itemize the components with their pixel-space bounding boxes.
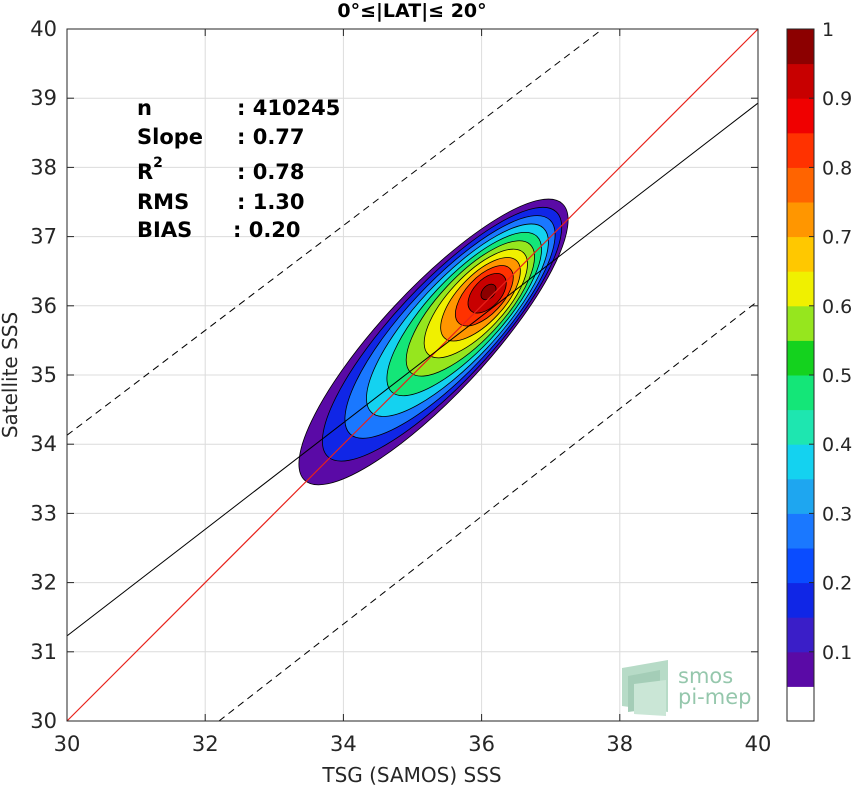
colorbar-segment xyxy=(787,305,814,341)
colorbar-segment xyxy=(787,478,814,514)
x-tick-label: 40 xyxy=(745,732,772,756)
x-tick-label: 32 xyxy=(192,732,219,756)
stat-n-label: n xyxy=(137,96,152,120)
colorbar-tick-label: 0.2 xyxy=(822,573,852,595)
stat-r2-label: R2 xyxy=(137,155,163,184)
y-tick-label: 34 xyxy=(30,432,57,456)
upper-bound-line xyxy=(66,28,603,436)
colorbar-segment xyxy=(787,271,814,307)
lower-bound-line xyxy=(218,300,759,722)
regression-line xyxy=(66,102,759,637)
y-tick-label: 36 xyxy=(30,294,57,318)
y-tick-label: 38 xyxy=(30,155,57,179)
smos-pimep-logo: smos pi-mep xyxy=(622,660,751,716)
y-tick-label: 39 xyxy=(30,86,57,110)
stat-n-value: : 410245 xyxy=(237,96,340,120)
colorbar-tick-label: 0.6 xyxy=(822,296,852,318)
stat-slope-value: : 0.77 xyxy=(237,125,305,149)
stat-bias-label: BIAS xyxy=(137,218,192,242)
colorbar-segment xyxy=(787,617,814,653)
stats-annotation: n : 410245 Slope : 0.77 R2 : 0.78 RMS : … xyxy=(137,96,340,242)
y-tick-label: 32 xyxy=(30,571,57,595)
density-contours xyxy=(298,198,569,486)
colorbar-segment xyxy=(787,132,814,168)
colorbar-tick-label: 0.4 xyxy=(822,434,852,456)
reference-lines xyxy=(66,28,759,722)
chart-title: 0°≤|LAT|≤ 20° xyxy=(337,0,486,22)
stat-r2-value: : 0.78 xyxy=(237,160,305,184)
y-tick-label: 40 xyxy=(30,17,57,41)
colorbar-tick-label: 0.5 xyxy=(822,365,852,387)
logo-text-pimep: pi-mep xyxy=(678,685,751,709)
logo-waves-icon xyxy=(622,660,668,716)
colorbar-segment xyxy=(787,513,814,549)
colorbar-segment xyxy=(787,63,814,99)
y-axis-label: Satellite SSS xyxy=(0,312,22,438)
logo-text-smos: smos xyxy=(678,664,733,688)
stat-bias-value: : 0.20 xyxy=(233,218,301,242)
grid xyxy=(66,28,759,722)
x-tick-label: 30 xyxy=(54,732,81,756)
y-tick-label: 31 xyxy=(30,640,57,664)
x-tick-label: 38 xyxy=(606,732,633,756)
colorbar-segment xyxy=(787,582,814,618)
stat-rms-value: : 1.30 xyxy=(237,190,305,214)
y-tick-label: 35 xyxy=(30,363,57,387)
colorbar: 0.1 0.2 0.3 0.4 0.5 0.6 0.7 0.8 0.9 1 xyxy=(786,19,852,722)
stat-slope-label: Slope xyxy=(137,125,203,149)
x-axis-label: TSG (SAMOS) SSS xyxy=(321,763,501,787)
colorbar-segment xyxy=(787,651,814,687)
colorbar-segment xyxy=(787,409,814,445)
x-tick-label: 36 xyxy=(468,732,495,756)
colorbar-segment xyxy=(787,236,814,272)
colorbar-segment xyxy=(787,29,814,65)
colorbar-segment xyxy=(787,686,814,722)
y-tick-label: 37 xyxy=(30,225,57,249)
y-tick-label: 33 xyxy=(30,501,57,525)
one-to-one-line xyxy=(66,28,759,722)
colorbar-tick-label: 0.8 xyxy=(822,157,852,179)
y-tick-label: 30 xyxy=(30,709,57,733)
colorbar-segment xyxy=(787,98,814,134)
colorbar-segment xyxy=(787,548,814,584)
stat-rms-label: RMS xyxy=(137,190,189,214)
colorbar-tick-label: 0.9 xyxy=(822,88,852,110)
colorbar-tick-label: 0.1 xyxy=(822,642,852,664)
colorbar-segment xyxy=(787,340,814,376)
y-axis: 30 31 32 33 34 35 36 37 38 39 40 xyxy=(30,17,758,733)
colorbar-tick-label: 1 xyxy=(822,19,834,41)
colorbar-segment xyxy=(787,444,814,480)
colorbar-tick-label: 0.3 xyxy=(822,503,852,525)
colorbar-tick-label: 0.7 xyxy=(822,227,852,249)
colorbar-segment xyxy=(787,167,814,203)
x-axis: 30 32 34 36 38 40 xyxy=(54,29,772,756)
x-tick-label: 34 xyxy=(330,732,357,756)
colorbar-segment xyxy=(787,202,814,238)
colorbar-segment xyxy=(787,375,814,411)
